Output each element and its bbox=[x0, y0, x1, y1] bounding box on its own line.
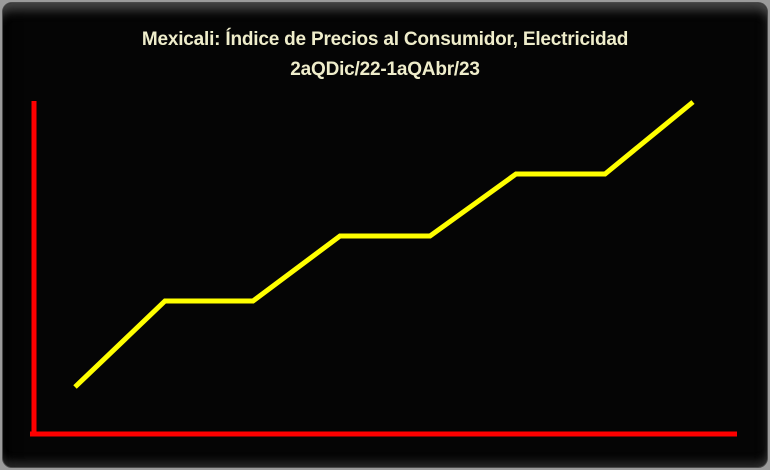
series-line-electricidad bbox=[73, 100, 695, 389]
chart-title-line2: 2aQDic/22-1aQAbr/23 bbox=[290, 59, 480, 80]
chart-title-line1: Mexicali: Índice de Precios al Consumido… bbox=[141, 29, 629, 50]
chart-title: Mexicali: Índice de Precios al Consumido… bbox=[0, 25, 770, 85]
